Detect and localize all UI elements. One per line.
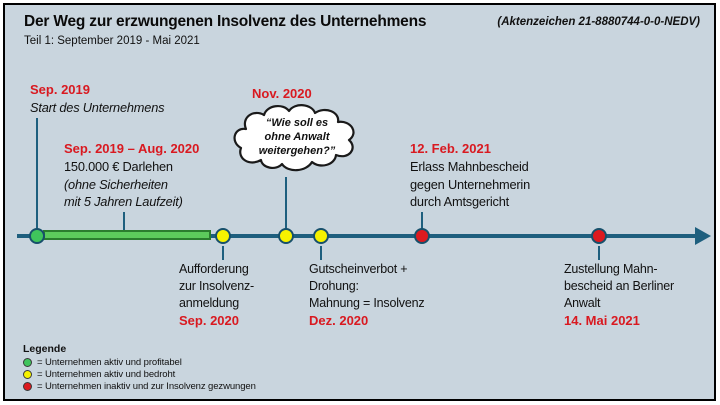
- event-loan-line: (ohne Sicherheiten: [64, 176, 168, 192]
- legend: Legende = Unternehmen aktiv und profitab…: [23, 343, 256, 392]
- legend-green-dot-icon: [23, 357, 32, 367]
- cloud-line: “Wie soll es: [265, 117, 329, 129]
- connector-start: [36, 118, 38, 230]
- legend-item-label: = Unternehmen inaktiv und zur Insolvenz …: [37, 380, 256, 392]
- milestone-dot-zustellung: [591, 228, 607, 244]
- legend-yellow-dot-icon: [23, 369, 32, 379]
- event-start-date: Sep. 2019: [30, 82, 90, 97]
- thought-cloud: [233, 104, 355, 172]
- event-loan-line: 150.000 € Darlehen: [64, 159, 173, 174]
- legend-item-inactive-forced: = Unternehmen inaktiv und zur Insolvenz …: [23, 380, 256, 392]
- cloud-line: ohne Anwalt: [264, 131, 330, 143]
- event-erlass-block: 12. Feb. 2021 Erlass Mahnbescheid gegen …: [410, 140, 530, 211]
- event-zustellung-date: 14. Mai 2021: [564, 313, 640, 328]
- event-loan-date: Sep. 2019 – Aug. 2020: [64, 141, 200, 156]
- event-zustellung-line: Anwalt: [564, 296, 601, 310]
- milestone-dot-cloud: [278, 228, 294, 244]
- event-erlass-line: gegen Unternehmerin: [410, 176, 530, 192]
- event-loan-line: mit 5 Jahren Laufzeit): [64, 194, 183, 209]
- diagram-frame: Der Weg zur erzwungenen Insolvenz des Un…: [3, 3, 716, 401]
- case-reference: (Aktenzeichen 21-8880744-0-0-NEDV): [497, 16, 700, 28]
- event-gutschein-date: Dez. 2020: [309, 313, 369, 328]
- event-erlass-date: 12. Feb. 2021: [410, 141, 491, 156]
- milestone-dot-start: [29, 228, 45, 244]
- timeline-arrowhead: [695, 227, 711, 245]
- connector-loan: [123, 212, 125, 232]
- milestone-dot-erlass: [414, 228, 430, 244]
- connector-erlass: [421, 212, 423, 230]
- event-zustellung-line: Zustellung Mahn-: [564, 262, 658, 276]
- page-subtitle: Teil 1: September 2019 - Mai 2021: [24, 35, 200, 47]
- event-gutschein-block: Gutscheinverbot + Drohung: Mahnung = Ins…: [309, 261, 425, 330]
- connector-gutschein: [320, 246, 322, 260]
- event-zustellung-block: Zustellung Mahn- bescheid an Berliner An…: [564, 261, 674, 330]
- timeline-axis: [17, 234, 697, 238]
- legend-title: Legende: [23, 343, 67, 355]
- page-title: Der Weg zur erzwungenen Insolvenz des Un…: [24, 13, 427, 30]
- event-loan-block: Sep. 2019 – Aug. 2020 150.000 € Darlehen…: [64, 140, 199, 211]
- milestone-dot-aufforderung: [215, 228, 231, 244]
- legend-item-active-profitable: = Unternehmen aktiv und profitabel: [23, 356, 256, 368]
- connector-zustellung: [598, 246, 600, 260]
- event-aufforderung-block: Aufforderung zur Insolvenz- anmeldung Se…: [179, 261, 254, 330]
- event-aufforderung-line: zur Insolvenz-: [179, 279, 255, 293]
- event-gutschein-line: Gutscheinverbot +: [309, 262, 408, 276]
- event-erlass-line: Erlass Mahnbescheid: [410, 159, 529, 174]
- milestone-dot-gutschein: [313, 228, 329, 244]
- legend-item-active-threatened: = Unternehmen aktiv und bedroht: [23, 368, 256, 380]
- event-gutschein-line: Drohung:: [309, 279, 359, 293]
- event-erlass-line: durch Amtsgericht: [410, 194, 510, 209]
- legend-item-label: = Unternehmen aktiv und profitabel: [37, 356, 182, 368]
- event-aufforderung-date: Sep. 2020: [179, 313, 239, 328]
- event-gutschein-line: Mahnung = Insolvenz: [309, 296, 425, 310]
- event-aufforderung-line: Aufforderung: [179, 262, 249, 276]
- cloud-line: weitergehen?”: [258, 145, 336, 157]
- legend-red-dot-icon: [23, 381, 32, 391]
- event-aufforderung-line: anmeldung: [179, 296, 240, 310]
- legend-item-label: = Unternehmen aktiv und bedroht: [37, 368, 176, 380]
- event-cloud-date: Nov. 2020: [252, 86, 312, 101]
- event-start-block: Sep. 2019 Start des Unternehmens: [30, 81, 165, 117]
- loan-period-bar: [43, 230, 211, 240]
- event-zustellung-line: bescheid an Berliner: [564, 279, 674, 293]
- thought-cloud-text: “Wie soll es ohne Anwalt weitergehen?”: [243, 116, 351, 158]
- event-start-title: Start des Unternehmens: [30, 100, 165, 115]
- connector-aufforderung: [222, 246, 224, 260]
- connector-cloud: [285, 177, 287, 230]
